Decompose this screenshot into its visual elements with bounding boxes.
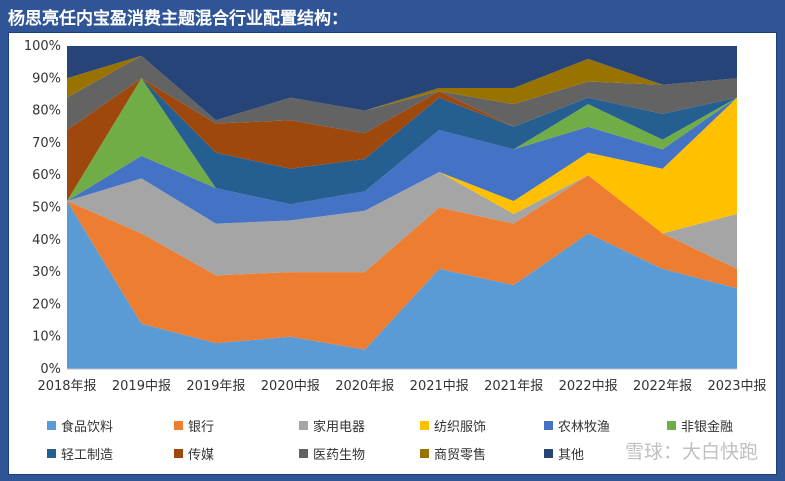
legend-swatch — [544, 449, 553, 458]
x-tick-label: 2018年报 — [37, 379, 96, 394]
legend-swatch — [299, 449, 308, 458]
legend-label: 医药生物 — [313, 448, 365, 463]
legend-label: 农林牧渔 — [558, 420, 610, 435]
area-商贸零售 — [67, 55, 737, 121]
y-tick-label: 50% — [32, 201, 61, 216]
stacked-area-chart: 0% 10% 20% 30% 40% 50% 60% 70% 80% 90% 100% 2018年报 2… — [24, 39, 767, 463]
legend-label: 纺织服饰 — [434, 420, 486, 435]
legend-label: 轻工制造 — [61, 448, 113, 463]
y-tick-label: 60% — [32, 168, 61, 183]
legend-swatch — [299, 421, 308, 430]
y-tick-label: 20% — [32, 297, 61, 312]
area-银行 — [67, 175, 737, 350]
watermark: 雪球：大白快跑 — [624, 441, 758, 463]
y-tick-label: 30% — [32, 265, 61, 280]
legend-label: 非银金融 — [681, 419, 733, 435]
y-tick-label: 90% — [32, 71, 61, 86]
y-tick-label: 100% — [24, 39, 61, 54]
y-tick-label: 40% — [32, 233, 61, 248]
x-tick-label: 2023中报 — [707, 379, 766, 394]
x-tick-label: 2020中报 — [261, 379, 320, 394]
y-tick-label: 70% — [32, 136, 61, 151]
x-tick-label: 2022年报 — [633, 379, 692, 394]
area-非银金融 — [67, 78, 737, 205]
legend-label: 商贸零售 — [434, 447, 486, 463]
legend-swatch — [667, 421, 676, 430]
x-tick-label: 2019年报 — [186, 379, 245, 394]
x-tick-label: 2021中报 — [410, 379, 469, 394]
area-series-group — [67, 46, 737, 369]
legend-label: 银行 — [188, 420, 214, 435]
chart-panel: 0% 10% 20% 30% 40% 50% 60% 70% 80% 90% 100% 2018年报 2… — [8, 32, 777, 475]
area-其他 — [67, 46, 737, 121]
legend-label: 食品饮料 — [61, 419, 113, 435]
area-食品饮料 — [67, 201, 737, 369]
y-tick-label: 0% — [40, 362, 61, 377]
area-医药生物 — [67, 55, 737, 134]
x-tick-label: 2022中报 — [559, 379, 618, 394]
area-家用电器 — [67, 171, 737, 276]
legend-label: 传媒 — [188, 448, 214, 463]
x-tick-label: 2021年报 — [484, 379, 543, 394]
area-纺织服饰 — [67, 97, 737, 234]
legend-swatch — [544, 421, 553, 430]
y-tick-label: 10% — [32, 330, 61, 345]
legend-swatch — [420, 449, 429, 458]
axes-group: 0% 10% 20% 30% 40% 50% 60% 70% 80% 90% 100% 2018年报 2… — [24, 39, 767, 394]
legend-swatch — [420, 421, 429, 430]
legend-swatch — [174, 449, 183, 458]
area-轻工制造 — [67, 78, 737, 205]
legend-label: 家用电器 — [313, 419, 365, 435]
legend-swatch — [47, 421, 56, 430]
area-农林牧渔 — [67, 97, 737, 224]
chart-title: 杨思亮任内宝盈消费主题混合行业配置结构： — [8, 9, 348, 29]
y-tick-label: 80% — [32, 104, 61, 119]
x-tick-label: 2019中报 — [112, 379, 171, 394]
legend-label: 其他 — [558, 448, 584, 463]
legend-swatch — [174, 421, 183, 430]
legend-swatch — [47, 449, 56, 458]
x-tick-label: 2020年报 — [335, 379, 394, 394]
